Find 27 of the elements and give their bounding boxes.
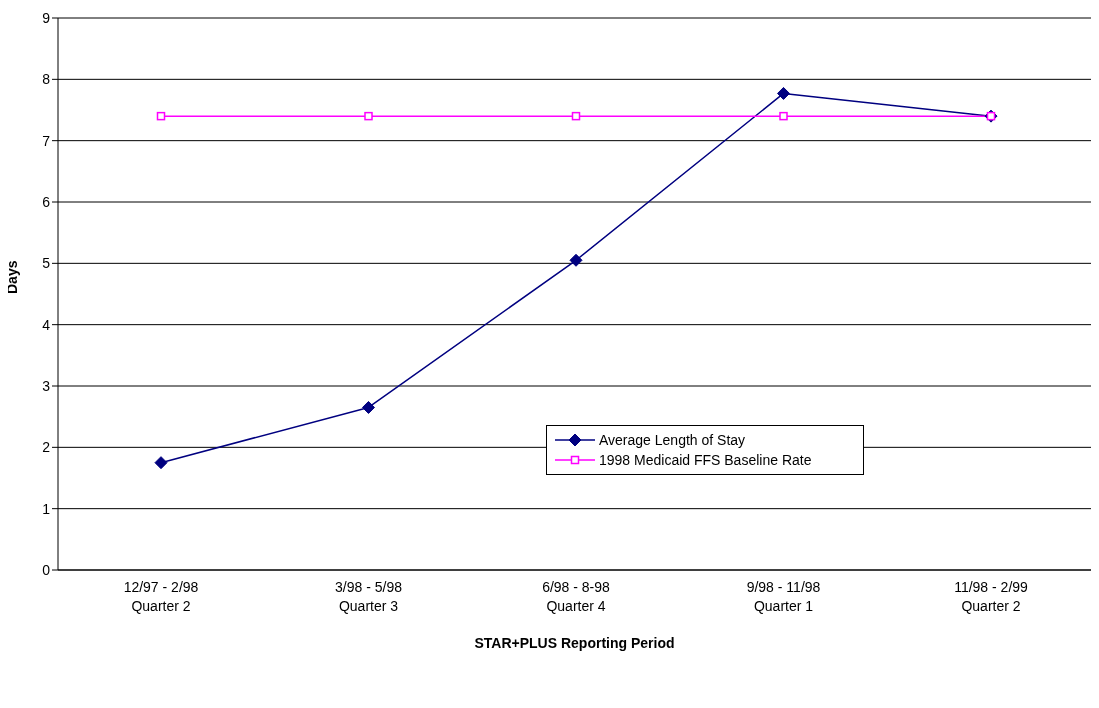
legend-label: Average Length of Stay [599, 432, 746, 448]
y-tick-label: 2 [42, 439, 51, 456]
x-tick-label: 9/98 - 11/98 Quarter 1 [746, 579, 821, 614]
x-tick-label: 11/98 - 2/99 Quarter 2 [954, 579, 1029, 614]
y-tick-label: 7 [42, 132, 51, 149]
point [569, 253, 583, 267]
point [156, 111, 166, 121]
y-axis-title: Days [3, 260, 20, 294]
y-tick-label: 8 [42, 71, 51, 88]
legend-label: 1998 Medicaid FFS Baseline Rate [599, 452, 812, 468]
y-tick-label: 4 [42, 316, 51, 333]
point [571, 111, 581, 121]
point [777, 86, 790, 100]
y-tick-label: 3 [42, 377, 51, 394]
y-tick-label: 9 [42, 9, 51, 26]
x-tick-label: 3/98 - 5/98 Quarter 3 [335, 579, 403, 614]
y-tick-label: 6 [42, 193, 51, 210]
y-tick-label: 0 [42, 561, 51, 578]
y-tick-label: 1 [42, 500, 51, 517]
x-axis-title: STAR+PLUS Reporting Period [474, 635, 675, 651]
point [779, 111, 788, 121]
x-tick-label: 6/98 - 8-98 Quarter 4 [542, 579, 611, 614]
point [362, 400, 375, 414]
point [364, 111, 373, 121]
x-tick-label: 12/97 - 2/98 Quarter 2 [123, 579, 199, 614]
y-tick-label: 5 [42, 255, 51, 272]
point [154, 456, 168, 470]
